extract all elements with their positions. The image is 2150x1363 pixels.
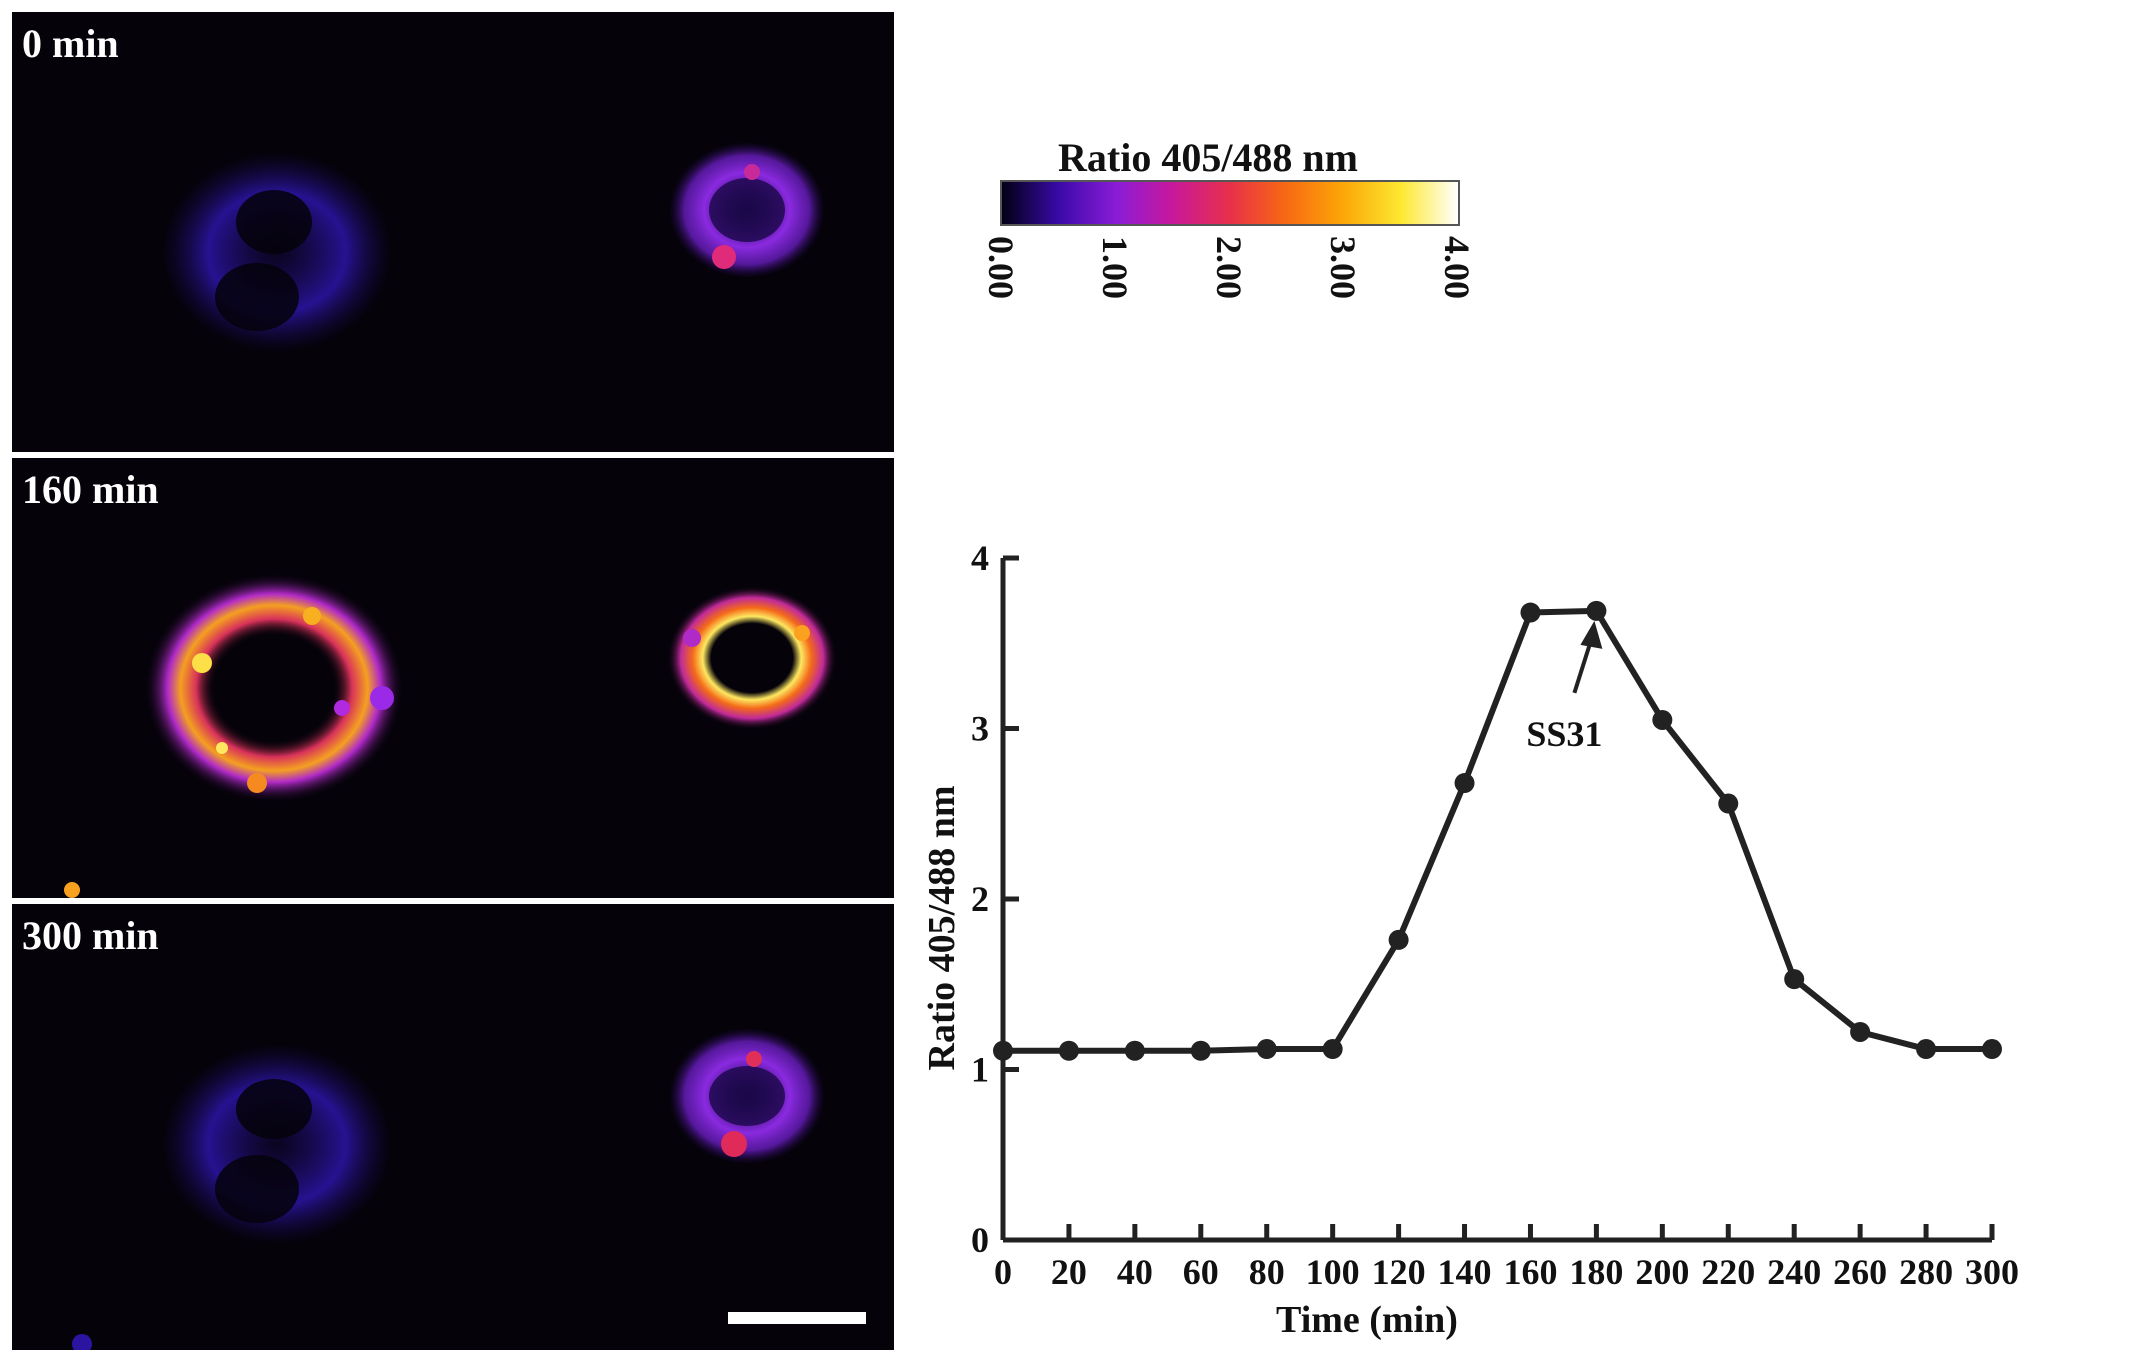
colorbar bbox=[1000, 180, 1460, 226]
x-tick-label: 80 bbox=[1249, 1252, 1285, 1292]
annotation-arrowhead bbox=[1580, 620, 1603, 649]
series-line bbox=[1003, 607, 1992, 1054]
cell-left bbox=[162, 142, 825, 352]
x-tick-label: 280 bbox=[1899, 1252, 1953, 1292]
cell-left bbox=[72, 1028, 825, 1350]
x-tick-label: 180 bbox=[1569, 1252, 1623, 1292]
data-point bbox=[1652, 709, 1673, 730]
data-point bbox=[1850, 1021, 1871, 1042]
annotation-arrow bbox=[1572, 632, 1596, 694]
y-tick-label: 3 bbox=[971, 709, 989, 749]
data-point bbox=[1058, 1040, 1079, 1061]
y-tick-label: 2 bbox=[971, 879, 989, 919]
data-point bbox=[1322, 1039, 1343, 1060]
colorbar-tick-label: 2.00 bbox=[1209, 236, 1249, 299]
microscopy-panel-160min: 160 min bbox=[12, 458, 894, 898]
x-tick-label: 300 bbox=[1965, 1252, 2019, 1292]
microscopy-panel-300min: 300 min bbox=[12, 904, 894, 1350]
y-tick-label: 4 bbox=[971, 538, 989, 578]
data-point bbox=[1190, 1040, 1211, 1061]
colorbar-title: Ratio 405/488 nm bbox=[1058, 135, 1358, 180]
scale-bar bbox=[728, 1312, 866, 1324]
data-point bbox=[1124, 1040, 1145, 1061]
panel-label: 300 min bbox=[22, 913, 159, 958]
x-tick-label: 60 bbox=[1183, 1252, 1219, 1292]
colorbar-tick-label: 4.00 bbox=[1437, 236, 1477, 299]
data-point bbox=[1916, 1039, 1937, 1060]
data-point bbox=[993, 1040, 1013, 1061]
x-tick-label: 220 bbox=[1701, 1252, 1755, 1292]
panel-label: 0 min bbox=[22, 21, 119, 66]
x-tick-label: 0 bbox=[994, 1252, 1012, 1292]
data-point bbox=[1784, 969, 1805, 990]
colorbar-tick-label: 3.00 bbox=[1323, 236, 1363, 299]
x-tick-label: 40 bbox=[1117, 1252, 1153, 1292]
data-point bbox=[1586, 600, 1607, 621]
x-axis-label: Time (min) bbox=[1276, 1299, 1458, 1341]
data-point bbox=[1520, 602, 1541, 623]
x-tick-label: 100 bbox=[1306, 1252, 1360, 1292]
annotation-label: SS31 bbox=[1526, 714, 1602, 754]
data-point bbox=[1982, 1039, 2002, 1060]
y-tick-label: 1 bbox=[971, 1050, 989, 1090]
x-tick-label: 240 bbox=[1767, 1252, 1821, 1292]
colorbar-tick-label: 0.00 bbox=[981, 236, 1021, 299]
y-tick-label: 0 bbox=[971, 1220, 989, 1260]
data-point bbox=[1388, 929, 1409, 950]
x-tick-label: 120 bbox=[1372, 1252, 1426, 1292]
data-point bbox=[1718, 793, 1739, 814]
x-tick-label: 140 bbox=[1438, 1252, 1492, 1292]
x-tick-label: 20 bbox=[1051, 1252, 1087, 1292]
data-point bbox=[1454, 773, 1475, 794]
panel-label: 160 min bbox=[22, 467, 159, 512]
x-tick-label: 260 bbox=[1833, 1252, 1887, 1292]
microscopy-panel-0min: 0 min bbox=[12, 12, 894, 452]
data-point bbox=[1256, 1039, 1277, 1060]
y-axis-label: Ratio 405/488 nm bbox=[921, 786, 963, 1071]
x-tick-label: 200 bbox=[1635, 1252, 1689, 1292]
colorbar-tick-label: 1.00 bbox=[1095, 236, 1135, 299]
cell-bright bbox=[64, 573, 837, 898]
x-tick-label: 160 bbox=[1503, 1252, 1557, 1292]
